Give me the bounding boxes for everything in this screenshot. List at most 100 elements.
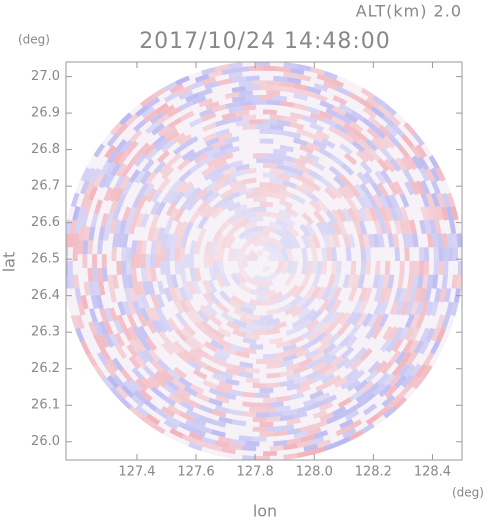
radar-cell bbox=[109, 307, 119, 322]
radar-cell bbox=[457, 261, 462, 275]
radar-cell bbox=[446, 233, 453, 248]
radar-cell bbox=[263, 119, 277, 125]
radar-cell bbox=[376, 372, 390, 386]
radar-cell bbox=[197, 87, 213, 98]
radar-cell bbox=[405, 155, 418, 171]
radar-cell bbox=[377, 158, 390, 172]
radar-cell bbox=[304, 349, 319, 360]
radar-cell bbox=[327, 374, 342, 387]
radar-cell bbox=[266, 308, 280, 316]
radar-cell bbox=[353, 219, 363, 235]
radar-cell bbox=[280, 226, 294, 239]
radar-cell bbox=[173, 143, 187, 156]
radar-cell bbox=[208, 443, 223, 452]
radar-cell bbox=[129, 379, 143, 393]
radar-cell bbox=[311, 273, 321, 288]
radar-cell bbox=[73, 233, 80, 248]
radar-cell bbox=[399, 193, 410, 208]
radar-cell bbox=[238, 90, 253, 97]
radar-cell bbox=[266, 99, 281, 106]
radar-cell bbox=[140, 213, 150, 228]
radar-cell bbox=[330, 209, 342, 224]
radar-cell bbox=[269, 177, 284, 185]
radar-cell bbox=[394, 206, 404, 222]
radar-cell bbox=[92, 267, 99, 282]
radar-cell bbox=[263, 450, 277, 457]
radar-cell bbox=[232, 184, 247, 194]
radar-cell bbox=[182, 349, 197, 363]
radar-cell bbox=[295, 296, 309, 309]
radar-cell bbox=[448, 219, 457, 234]
radar-cell bbox=[191, 417, 207, 427]
radar-cell bbox=[296, 450, 312, 458]
radar-cell bbox=[188, 117, 204, 128]
radar-cell bbox=[114, 219, 122, 235]
radar-cell bbox=[303, 115, 318, 125]
radar-cell bbox=[441, 192, 451, 208]
radar-cell bbox=[154, 138, 169, 152]
radar-cell bbox=[198, 414, 213, 424]
radar-cell bbox=[275, 293, 290, 304]
radar-cell bbox=[372, 274, 380, 289]
radar-cell bbox=[293, 92, 308, 101]
radar-cell bbox=[143, 365, 157, 379]
radar-cell bbox=[319, 412, 334, 422]
x-tick-label: 128.0 bbox=[296, 465, 333, 480]
radar-cell bbox=[336, 185, 350, 200]
radar-cell bbox=[242, 391, 257, 398]
radar-cell bbox=[446, 192, 456, 208]
radar-cell bbox=[151, 386, 165, 399]
radar-cell bbox=[171, 132, 186, 144]
radar-cell bbox=[294, 184, 309, 196]
radar-cell bbox=[128, 169, 141, 184]
radar-cell bbox=[345, 247, 352, 261]
radar-cell bbox=[367, 116, 382, 129]
radar-cell bbox=[152, 226, 161, 242]
radar-cell bbox=[256, 230, 270, 237]
radar-cell bbox=[279, 414, 295, 422]
radar-cell bbox=[351, 140, 366, 153]
radar-cell bbox=[168, 393, 183, 405]
radar-cell bbox=[286, 372, 301, 381]
radar-cell bbox=[382, 325, 394, 341]
radar-cell bbox=[275, 247, 284, 261]
radar-cell bbox=[197, 199, 210, 213]
radar-cell bbox=[133, 389, 147, 403]
radar-cell bbox=[263, 172, 277, 179]
radar-cell bbox=[304, 222, 317, 237]
radar-cell bbox=[436, 193, 446, 208]
radar-cell bbox=[329, 185, 343, 200]
radar-cell bbox=[226, 201, 242, 212]
radar-cell bbox=[211, 419, 227, 428]
radar-cell bbox=[359, 182, 372, 197]
radar-cell bbox=[310, 66, 325, 76]
radar-cell bbox=[110, 162, 122, 177]
radar-cell bbox=[283, 62, 298, 69]
radar-cell bbox=[372, 126, 387, 139]
radar-cell bbox=[132, 281, 141, 296]
radar-cell bbox=[165, 202, 177, 217]
radar-cell bbox=[290, 306, 305, 318]
radar-cell bbox=[154, 407, 169, 420]
radar-cell bbox=[180, 233, 189, 249]
radar-cell bbox=[214, 405, 230, 414]
radar-cell bbox=[377, 274, 385, 289]
radar-cell bbox=[394, 157, 407, 172]
radar-cell bbox=[180, 327, 194, 341]
radar-cell bbox=[103, 226, 111, 241]
radar-cell bbox=[388, 134, 402, 149]
radar-cell bbox=[278, 209, 293, 220]
radar-cell bbox=[366, 381, 381, 395]
radar-cell bbox=[136, 350, 149, 364]
radar-cell bbox=[80, 340, 91, 355]
radar-cell bbox=[119, 112, 133, 126]
radar-cell bbox=[285, 326, 301, 336]
radar-cell bbox=[185, 197, 199, 212]
radar-cell bbox=[97, 351, 109, 367]
radar-cell bbox=[93, 143, 106, 158]
radar-cell bbox=[316, 439, 332, 449]
radar-cell bbox=[88, 185, 98, 201]
radar-cell bbox=[296, 73, 312, 82]
radar-cell bbox=[231, 95, 247, 103]
radar-cell bbox=[256, 392, 270, 398]
